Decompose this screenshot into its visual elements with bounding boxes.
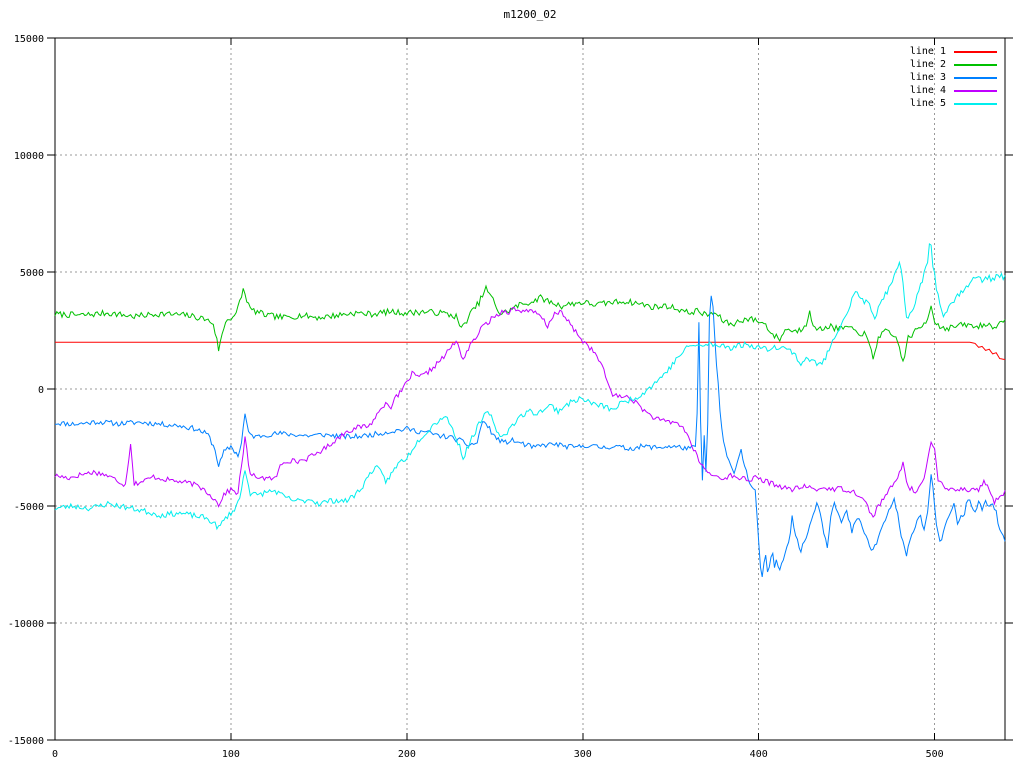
x-tick-label: 300 xyxy=(574,749,592,760)
y-tick-label: 0 xyxy=(38,385,44,396)
x-tick-label: 500 xyxy=(926,749,944,760)
legend-line-sample xyxy=(954,102,997,105)
y-tick-label: 5000 xyxy=(20,268,44,279)
legend-label: line 5 xyxy=(909,98,946,109)
axis-tick-labels: -15000 -10000 -5000 0 5000 10000 15000 0 100 200 3… xyxy=(8,34,944,760)
x-tick-label: 200 xyxy=(398,749,416,760)
x-tick-label: 100 xyxy=(222,749,240,760)
series-line-1 xyxy=(55,341,1006,360)
legend-label: line 2 xyxy=(909,59,946,70)
legend-item: line 1 xyxy=(910,45,997,58)
y-tick-label: 10000 xyxy=(14,151,44,162)
chart-title: m1200_02 xyxy=(503,8,557,21)
legend-line-sample xyxy=(954,89,997,92)
series-line-2 xyxy=(54,284,1006,363)
series-line-3 xyxy=(54,295,1006,577)
legend-label: line 4 xyxy=(909,85,946,96)
legend-label: line 3 xyxy=(909,72,946,83)
y-tick-label: -5000 xyxy=(14,502,44,513)
legend-item: line 3 xyxy=(910,71,997,84)
y-tick-label: -15000 xyxy=(8,736,44,747)
y-tick-label: 15000 xyxy=(14,34,44,45)
legend-item: line 4 xyxy=(910,84,997,97)
x-tick-label: 0 xyxy=(52,749,58,760)
axis-ticks xyxy=(47,37,1013,741)
series-line-5 xyxy=(54,242,1006,531)
grid-lines xyxy=(55,38,1005,740)
legend-label: line 1 xyxy=(909,46,946,57)
x-tick-label: 400 xyxy=(750,749,768,760)
legend-line-sample xyxy=(954,63,997,66)
legend-line-sample xyxy=(954,76,997,79)
series-line-4 xyxy=(54,306,1006,518)
legend-line-sample xyxy=(954,50,997,53)
legend-item: line 5 xyxy=(910,97,997,110)
legend: line 1 line 2 line 3 line 4 line 5 xyxy=(910,45,997,110)
legend-item: line 2 xyxy=(910,58,997,71)
y-tick-label: -10000 xyxy=(8,619,44,630)
